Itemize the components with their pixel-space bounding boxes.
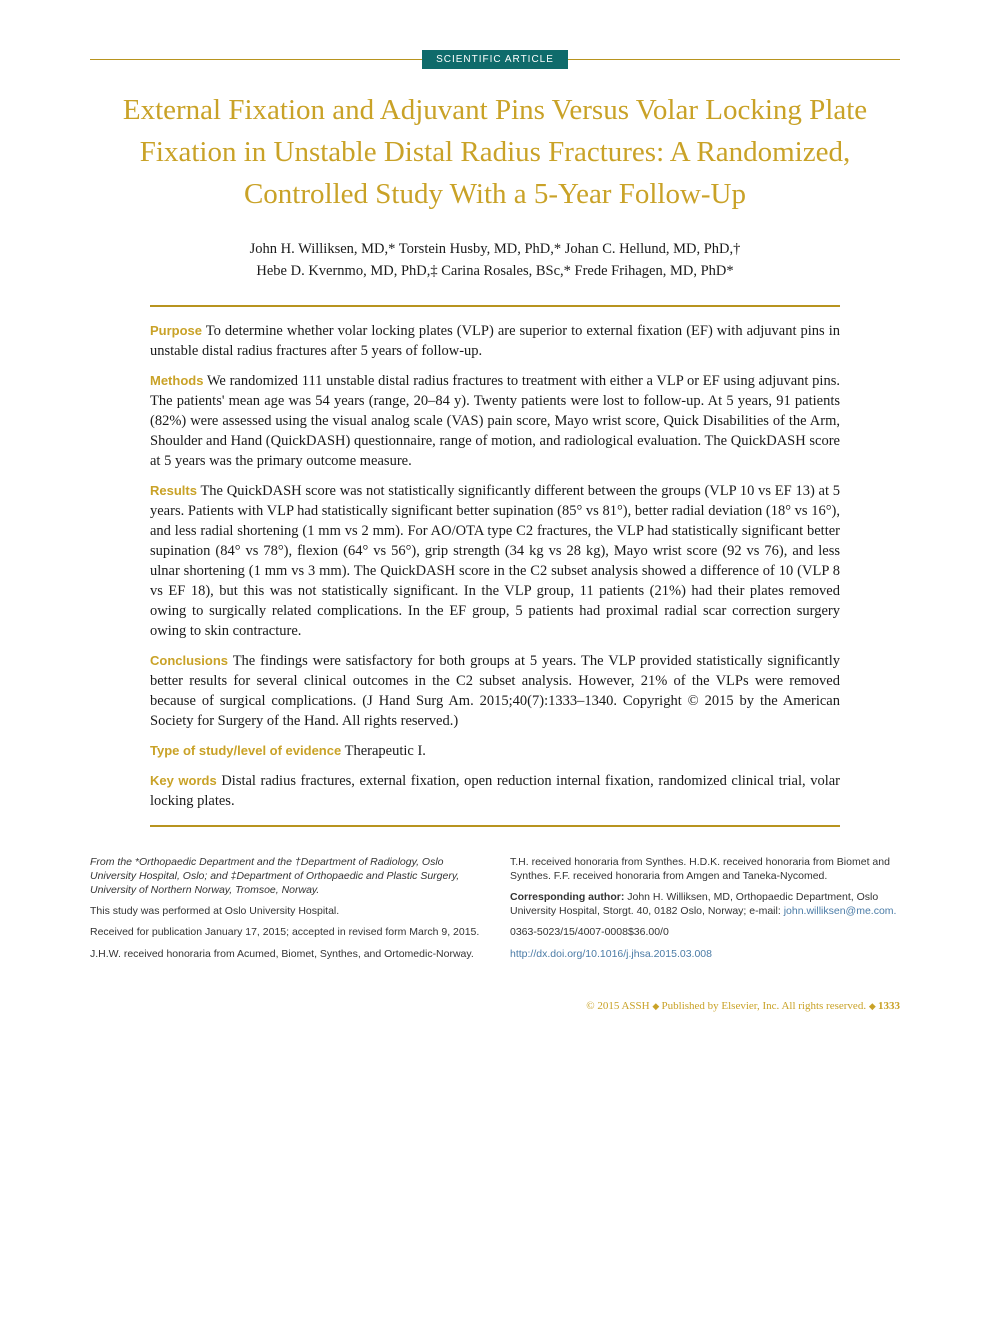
abstract-rule-bottom [150,825,840,827]
results-label: Results [150,483,197,498]
results-paragraph: Results The QuickDASH score was not stat… [150,481,840,641]
evidence-paragraph: Type of study/level of evidence Therapeu… [150,741,840,761]
diamond-icon: ◆ [652,1001,661,1011]
keywords-paragraph: Key words Distal radius fractures, exter… [150,771,840,811]
page-footer: © 2015 ASSH ◆ Published by Elsevier, Inc… [90,1000,900,1012]
corresponding-label: Corresponding author: [510,891,624,903]
evidence-label: Type of study/level of evidence [150,743,341,758]
page-number: 1333 [878,1000,900,1012]
footnote-left-column: From the *Orthopaedic Department and the… [90,855,480,968]
received-date-text: Received for publication January 17, 201… [90,925,480,939]
authors-line-1: John H. Williksen, MD,* Torstein Husby, … [250,241,741,257]
purpose-paragraph: Purpose To determine whether volar locki… [150,321,840,361]
methods-paragraph: Methods We randomized 111 unstable dista… [150,371,840,471]
article-type-badge: SCIENTIFIC ARTICLE [422,50,568,69]
affiliation-text: From the *Orthopaedic Department and the… [90,855,480,898]
keywords-label: Key words [150,773,217,788]
header-rule-right [568,59,900,60]
author-list: John H. Williksen, MD,* Torstein Husby, … [130,239,860,283]
purpose-label: Purpose [150,323,202,338]
methods-text: We randomized 111 unstable distal radius… [150,373,840,469]
conclusions-label: Conclusions [150,653,228,668]
article-title: External Fixation and Adjuvant Pins Vers… [120,89,870,215]
header-rule-left [90,59,422,60]
publisher-text: Published by Elsevier, Inc. All rights r… [662,1000,867,1012]
evidence-text: Therapeutic I. [345,743,426,759]
study-location-text: This study was performed at Oslo Univers… [90,904,480,918]
doi-link[interactable]: http://dx.doi.org/10.1016/j.jhsa.2015.03… [510,947,900,961]
issn-text: 0363-5023/15/4007-0008$36.00/0 [510,925,900,939]
abstract-block: Purpose To determine whether volar locki… [150,321,840,811]
methods-label: Methods [150,373,203,388]
footnote-right-column: T.H. received honoraria from Synthes. H.… [510,855,900,968]
conclusions-paragraph: Conclusions The findings were satisfacto… [150,651,840,731]
abstract-rule-top [150,305,840,307]
results-text: The QuickDASH score was not statisticall… [150,483,840,639]
authors-line-2: Hebe D. Kvernmo, MD, PhD,‡ Carina Rosale… [256,263,733,279]
header-rule-row: SCIENTIFIC ARTICLE [90,50,900,69]
diamond-icon: ◆ [869,1001,878,1011]
copyright-text: © 2015 ASSH [586,1000,649,1012]
corresponding-author: Corresponding author: John H. Williksen,… [510,890,900,918]
footnote-columns: From the *Orthopaedic Department and the… [90,855,900,968]
keywords-text: Distal radius fractures, external fixati… [150,773,840,809]
conclusions-text: The findings were satisfactory for both … [150,653,840,729]
jhw-disclosure-text: J.H.W. received honoraria from Acumed, B… [90,947,480,961]
purpose-text: To determine whether volar locking plate… [150,323,840,359]
email-link[interactable]: john.williksen@me.com. [784,905,897,917]
th-disclosure-text: T.H. received honoraria from Synthes. H.… [510,855,900,883]
